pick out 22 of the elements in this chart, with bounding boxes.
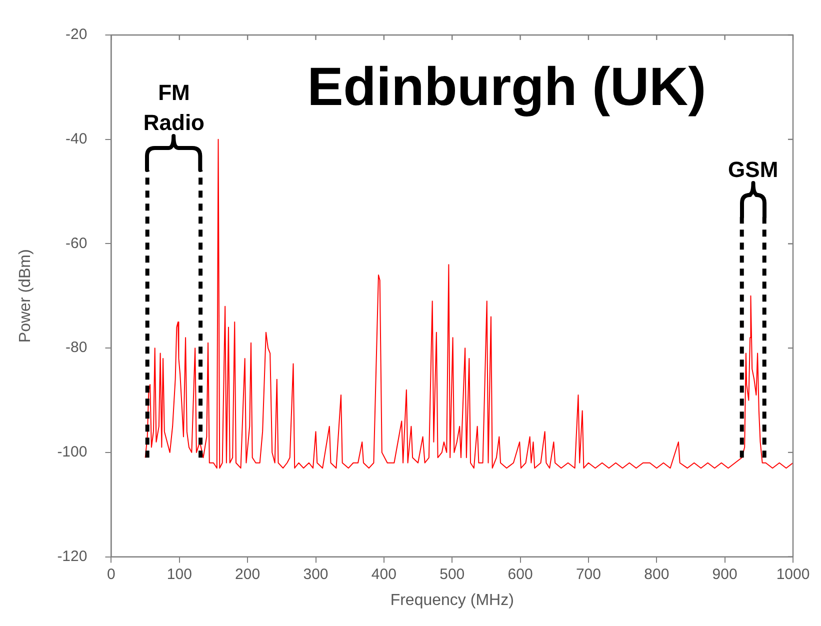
x-tick-label: 600 [508,566,533,583]
x-axis-title: Frequency (MHz) [390,592,514,609]
annotation: GSM [728,157,778,182]
y-tick-label: -20 [66,26,88,44]
x-tick-label: 0 [107,566,116,583]
x-tick-label: 900 [712,566,738,583]
x-tick-label: 100 [166,566,192,583]
x-tick-label: 300 [303,566,328,583]
x-tick-label: 200 [235,566,260,583]
y-tick-label: -80 [66,339,88,356]
x-tick-label: 400 [371,566,396,583]
y-tick-label: -100 [57,444,88,461]
y-axis-title: Power (dBm) [17,249,34,343]
x-tick-label: 1000 [776,566,810,583]
x-tick-label: 500 [440,566,465,583]
y-tick-label: -60 [66,234,88,252]
x-tick-label: 700 [576,566,601,583]
chart-title: Edinburgh (UK) [307,56,706,117]
annotation: FM Radio [143,80,205,135]
y-tick-label: -120 [57,548,88,565]
y-tick-label: -40 [66,130,88,148]
x-tick-label: 800 [644,566,670,583]
